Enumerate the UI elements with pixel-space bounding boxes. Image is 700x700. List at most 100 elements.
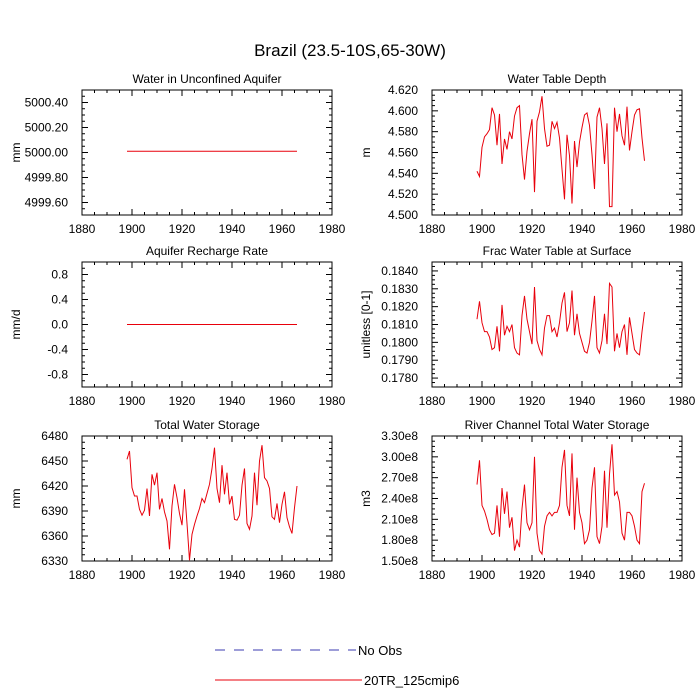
y-tick-label: 0.1800 <box>381 335 418 349</box>
y-tick-label: 4.540 <box>388 166 418 180</box>
panels-group: Water in Unconfined Aquifer mm 1880 1900 192… <box>9 72 696 582</box>
y-axis-label: mm <box>9 489 23 509</box>
panel-title: Total Water Storage <box>154 418 260 432</box>
x-tick-label: 1900 <box>469 568 496 582</box>
chart-panel-3: Frac Water Table at Surface unitless [0-1… <box>359 244 696 408</box>
x-tick-label: 1980 <box>669 568 696 582</box>
y-tick-label: 4.600 <box>388 104 418 118</box>
x-tick-label: 1920 <box>169 222 196 236</box>
y-tick-label: 0.0 <box>51 318 68 332</box>
x-tick-label: 1960 <box>619 394 646 408</box>
x-tick-label: 1940 <box>219 222 246 236</box>
x-tick-label: 1880 <box>69 394 96 408</box>
y-tick-label: 6390 <box>41 504 68 518</box>
x-tick-label: 1940 <box>569 394 596 408</box>
y-tick-label: 1.50e8 <box>381 554 418 568</box>
series-line-20tr-125cmip6 <box>126 445 298 561</box>
y-tick-label: 5000.00 <box>25 146 69 160</box>
y-tick-label: 3.00e8 <box>381 450 418 464</box>
x-tick-label: 1880 <box>69 222 96 236</box>
plot-frame <box>81 89 333 216</box>
y-tick-label: 4999.60 <box>25 196 69 210</box>
y-axis-label: mm <box>9 143 23 163</box>
series-line-20tr-125cmip6 <box>476 444 645 556</box>
y-tick-label: -0.4 <box>47 343 68 357</box>
series-line-20tr-125cmip6 <box>476 96 645 208</box>
y-tick-label: 0.4 <box>51 293 68 307</box>
x-tick-label: 1920 <box>169 394 196 408</box>
plot-frame <box>431 261 683 388</box>
y-tick-label: 2.10e8 <box>381 512 418 526</box>
y-tick-label: 0.1780 <box>381 371 418 385</box>
x-tick-label: 1920 <box>519 394 546 408</box>
x-tick-label: 1920 <box>519 222 546 236</box>
y-tick-label: 4.620 <box>388 83 418 97</box>
x-tick-label: 1880 <box>419 222 446 236</box>
y-tick-label: 6420 <box>41 479 68 493</box>
legend: No Obs 20TR_125cmip6 <box>215 643 459 688</box>
x-tick-label: 1900 <box>469 222 496 236</box>
y-tick-label: 4.520 <box>388 187 418 201</box>
chart-panel-1: Water Table Depth m 1880 1900 1920 1940 1960 19… <box>359 72 696 236</box>
panel-title: Aquifer Recharge Rate <box>146 244 268 258</box>
y-tick-label: 2.40e8 <box>381 492 418 506</box>
y-tick-label: 5000.40 <box>25 96 69 110</box>
x-tick-label: 1980 <box>319 222 346 236</box>
x-tick-label: 1940 <box>219 394 246 408</box>
x-tick-label: 1880 <box>419 394 446 408</box>
y-tick-label: 4999.80 <box>25 171 69 185</box>
x-tick-label: 1880 <box>419 568 446 582</box>
chart-panel-0: Water in Unconfined Aquifer mm 1880 1900 192… <box>9 72 346 236</box>
y-tick-label: 3.30e8 <box>381 429 418 443</box>
legend-no-obs-label: No Obs <box>358 643 403 658</box>
x-tick-label: 1940 <box>569 568 596 582</box>
figure-title: Brazil (23.5-10S,65-30W) <box>254 41 446 60</box>
y-axis-label: m <box>359 148 373 158</box>
x-tick-label: 1900 <box>469 394 496 408</box>
y-tick-label: 4.580 <box>388 125 418 139</box>
y-tick-label: 2.70e8 <box>381 471 418 485</box>
x-tick-label: 1920 <box>519 568 546 582</box>
panel-title: Water in Unconfined Aquifer <box>133 72 282 86</box>
y-tick-label: -0.8 <box>47 368 68 382</box>
y-tick-label: 6360 <box>41 529 68 543</box>
series-line-20tr-125cmip6 <box>476 281 645 357</box>
chart-panel-4: Total Water Storage mm 1880 1900 1920 1940 196… <box>9 418 346 582</box>
x-tick-label: 1940 <box>219 568 246 582</box>
x-tick-label: 1960 <box>269 222 296 236</box>
x-tick-label: 1900 <box>119 222 146 236</box>
y-tick-label: 0.1830 <box>381 282 418 296</box>
y-axis-label: unitless [0-1] <box>359 290 373 358</box>
y-axis-label: m3 <box>359 490 373 507</box>
x-tick-label: 1980 <box>319 394 346 408</box>
plot-frame <box>81 435 333 562</box>
x-tick-label: 1980 <box>319 568 346 582</box>
y-tick-label: 0.1810 <box>381 318 418 332</box>
x-tick-label: 1900 <box>119 568 146 582</box>
x-tick-label: 1940 <box>569 222 596 236</box>
y-tick-label: 6330 <box>41 554 68 568</box>
x-tick-label: 1960 <box>269 394 296 408</box>
plot-frame <box>431 89 683 216</box>
y-axis-label: mm/d <box>9 310 23 340</box>
y-tick-label: 0.1790 <box>381 353 418 367</box>
x-tick-label: 1900 <box>119 394 146 408</box>
x-tick-label: 1960 <box>269 568 296 582</box>
x-tick-label: 1880 <box>69 568 96 582</box>
x-tick-label: 1960 <box>619 222 646 236</box>
panel-title: Water Table Depth <box>508 72 607 86</box>
panel-title: Frac Water Table at Surface <box>483 244 632 258</box>
y-tick-label: 0.8 <box>51 268 68 282</box>
y-tick-label: 4.560 <box>388 146 418 160</box>
y-tick-label: 6450 <box>41 454 68 468</box>
chart-panel-2: Aquifer Recharge Rate mm/d 1880 1900 1920 194… <box>9 244 346 408</box>
x-tick-label: 1980 <box>669 394 696 408</box>
panel-title: River Channel Total Water Storage <box>465 418 650 432</box>
legend-model-label: 20TR_125cmip6 <box>364 673 459 688</box>
y-tick-label: 4.500 <box>388 208 418 222</box>
y-tick-label: 1.80e8 <box>381 533 418 547</box>
plot-frame <box>431 435 683 562</box>
y-tick-label: 0.1820 <box>381 300 418 314</box>
